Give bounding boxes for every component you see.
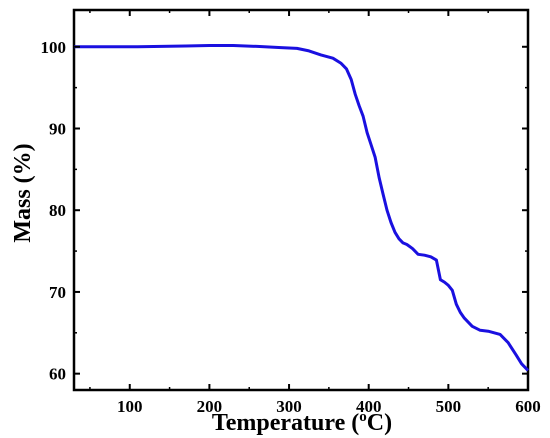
x-tick-label: 100	[117, 397, 143, 416]
x-tick-label: 300	[276, 397, 302, 416]
x-axis-title: Temperature (oC)	[212, 409, 392, 436]
plot-area	[72, 8, 530, 392]
y-axis-title: Mass (%)	[10, 143, 36, 242]
mass-loss-curve	[74, 44, 530, 372]
plot-frame	[72, 8, 530, 392]
x-tick-label: 400	[356, 397, 382, 416]
y-tick-label: 70	[49, 283, 66, 302]
y-tick-label: 90	[49, 119, 66, 138]
y-tick-label: 100	[41, 38, 67, 57]
y-tick-label: 60	[49, 365, 66, 384]
y-tick-label: 80	[49, 201, 66, 220]
ticks: 100 200 300 400 500 600 60 70 80 90 100	[41, 10, 541, 416]
x-tick-label: 500	[436, 397, 462, 416]
x-tick-label: 200	[197, 397, 223, 416]
x-tick-label: 600	[515, 397, 541, 416]
series-layer	[74, 44, 530, 372]
